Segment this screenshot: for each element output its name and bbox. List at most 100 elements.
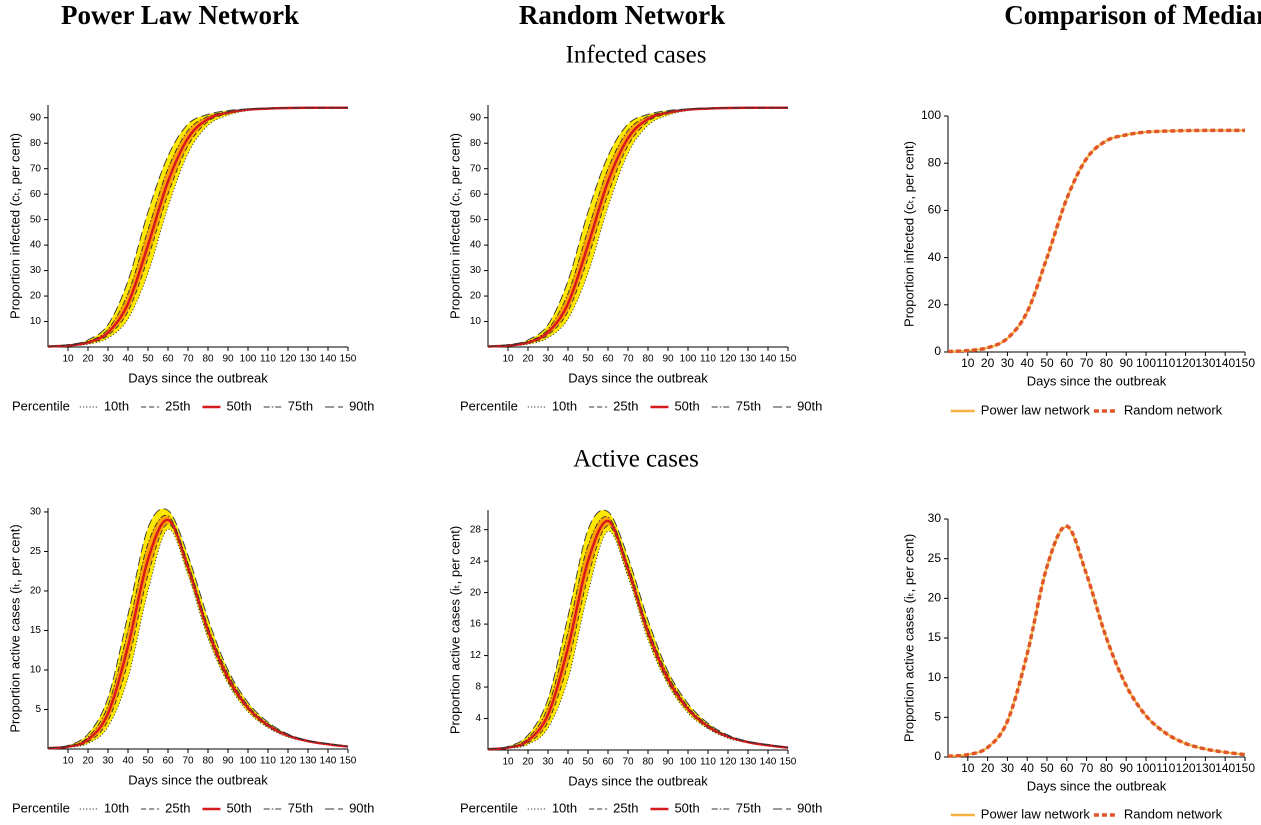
y-tick-label: 40	[928, 250, 942, 264]
x-tick-label: 120	[720, 757, 737, 768]
x-tick-label: 40	[562, 757, 574, 768]
series-line	[47, 518, 349, 750]
x-tick-label: 50	[142, 354, 154, 365]
x-tick-label: 130	[1195, 356, 1215, 370]
x-tick-label: 60	[602, 757, 614, 768]
y-tick-label: 100	[921, 108, 941, 122]
y-tick-label: 10	[30, 665, 42, 676]
y-tick-label: 50	[470, 214, 482, 225]
x-tick-label: 150	[1235, 761, 1255, 775]
x-tick-label: 90	[222, 756, 234, 767]
legend: Power law network Random network	[950, 806, 1223, 821]
x-tick-label: 30	[542, 354, 554, 365]
y-axis-title: Proportion active cases (iₜ, per cent)	[447, 526, 462, 734]
x-tick-label: 100	[240, 354, 257, 365]
legend-label: 50th	[674, 398, 699, 413]
series-line	[47, 107, 349, 348]
y-axis-title: Proportion active cases (iₜ, per cent)	[901, 534, 916, 742]
y-tick-label: 30	[30, 507, 42, 518]
x-tick-label: 50	[142, 756, 154, 767]
y-tick-label: 90	[470, 112, 482, 123]
series-line	[47, 508, 349, 749]
x-tick-label: 110	[1156, 761, 1175, 775]
column-title: Power Law Network	[61, 0, 299, 30]
x-tick-label: 90	[662, 757, 674, 768]
legend-title: Percentile	[460, 800, 518, 815]
legend-title: Percentile	[12, 800, 70, 815]
x-tick-label: 10	[961, 356, 975, 370]
x-tick-label: 70	[182, 354, 194, 365]
series-line	[947, 525, 1246, 758]
x-tick-label: 90	[222, 354, 234, 365]
series-line	[47, 514, 349, 749]
y-tick-label: 10	[928, 670, 942, 684]
series-line	[947, 129, 1245, 353]
y-tick-label: 15	[928, 630, 942, 644]
y-tick-label: 12	[470, 650, 482, 661]
legend: Power law network Random network	[950, 402, 1223, 417]
x-tick-label: 150	[780, 354, 797, 365]
percentile-band	[48, 107, 348, 347]
x-tick-label: 150	[1235, 356, 1255, 370]
y-tick-label: 20	[30, 586, 42, 597]
y-tick-label: 20	[928, 297, 942, 311]
x-tick-label: 80	[202, 756, 214, 767]
x-tick-label: 30	[102, 354, 114, 365]
x-tick-label: 90	[1120, 761, 1134, 775]
y-tick-label: 30	[30, 265, 42, 276]
x-tick-label: 110	[1156, 356, 1175, 370]
y-tick-label: 50	[30, 214, 42, 225]
legend-label: 90th	[349, 800, 374, 815]
legend-label: Power law network	[981, 806, 1091, 821]
y-tick-label: 20	[928, 591, 942, 605]
x-tick-label: 60	[1060, 356, 1074, 370]
legend-label: 25th	[613, 398, 638, 413]
series-line	[47, 107, 348, 347]
x-tick-label: 10	[62, 756, 74, 767]
legend-label: 25th	[165, 800, 190, 815]
y-axis-title: Proportion infected (cₜ, per cent)	[7, 133, 22, 319]
x-tick-label: 80	[642, 354, 654, 365]
y-tick-label: 20	[470, 587, 482, 598]
x-tick-label: 10	[961, 761, 975, 775]
x-tick-label: 150	[780, 757, 797, 768]
y-tick-label: 60	[470, 189, 482, 200]
legend-label: Random network	[1124, 806, 1223, 821]
x-axis-title: Days since the outbreak	[568, 773, 708, 788]
legend-title: Percentile	[460, 398, 518, 413]
x-tick-label: 100	[1136, 356, 1156, 370]
y-tick-label: 80	[470, 138, 482, 149]
x-axis-title: Days since the outbreak	[1027, 373, 1167, 388]
series-line	[487, 509, 789, 750]
legend-label: 25th	[165, 398, 190, 413]
x-tick-label: 40	[562, 354, 574, 365]
y-tick-label: 10	[30, 316, 42, 327]
x-tick-label: 60	[602, 354, 614, 365]
legend-label: Random network	[1124, 402, 1223, 417]
y-tick-label: 0	[934, 344, 941, 358]
x-tick-label: 70	[1080, 356, 1094, 370]
x-tick-label: 110	[700, 354, 716, 365]
x-tick-label: 130	[740, 757, 757, 768]
x-tick-label: 140	[320, 354, 337, 365]
x-tick-label: 110	[700, 757, 716, 768]
legend-label: 75th	[736, 800, 761, 815]
x-tick-label: 60	[162, 756, 174, 767]
y-axis-title: Proportion infected (cₜ, per cent)	[447, 133, 462, 319]
x-axis-title: Days since the outbreak	[128, 772, 268, 787]
legend: Percentile 10th 25th 50th 75th 90th	[460, 800, 822, 815]
x-tick-label: 20	[522, 757, 534, 768]
y-tick-label: 20	[470, 291, 482, 302]
column-title: Random Network	[519, 0, 725, 30]
x-tick-label: 40	[122, 354, 134, 365]
y-tick-label: 60	[30, 189, 42, 200]
series-line	[487, 107, 788, 347]
x-tick-label: 120	[720, 354, 737, 365]
x-tick-label: 10	[502, 757, 514, 768]
y-tick-label: 4	[475, 713, 481, 724]
x-tick-label: 80	[1100, 356, 1114, 370]
